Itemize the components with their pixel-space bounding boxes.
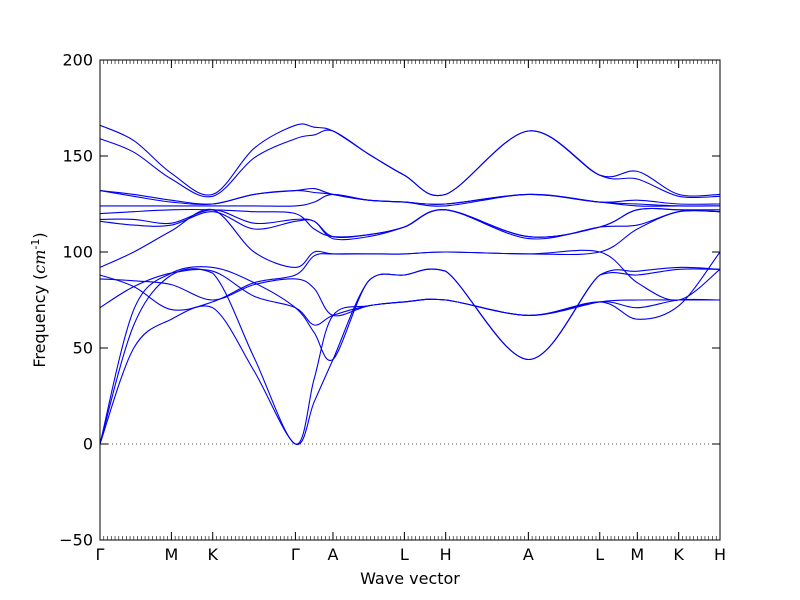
band-line-15 bbox=[99, 123, 721, 197]
y-axis-unit-math: cm bbox=[30, 250, 49, 274]
band-lines bbox=[99, 123, 721, 445]
y-axis-unit-open: ( bbox=[30, 274, 49, 280]
y-axis: −50 0 50 100 150 200 bbox=[59, 51, 720, 550]
x-tick-label: A bbox=[523, 545, 534, 564]
y-tick-label: 0 bbox=[83, 435, 93, 454]
x-tick-label: Γ bbox=[291, 545, 300, 564]
band-line-8 bbox=[99, 209, 721, 241]
band-line-3 bbox=[99, 266, 721, 445]
y-axis-title: Frequency (cm-1) bbox=[29, 232, 50, 367]
x-tick-label: M bbox=[164, 545, 178, 564]
y-tick-label: −50 bbox=[59, 531, 93, 550]
x-tick-label: L bbox=[595, 545, 604, 564]
x-tick-label: K bbox=[673, 545, 684, 564]
plot-frame bbox=[99, 59, 721, 541]
x-axis-title: Wave vector bbox=[360, 569, 460, 588]
band-line-5 bbox=[99, 278, 720, 317]
x-tick-label: H bbox=[440, 545, 452, 564]
band-line-10 bbox=[99, 207, 721, 238]
y-axis-unit-close: ) bbox=[30, 232, 49, 238]
band-line-4 bbox=[99, 268, 721, 326]
y-axis-unit-exp: -1 bbox=[29, 239, 42, 250]
y-tick-label: 100 bbox=[62, 243, 93, 262]
y-tick-label: 150 bbox=[62, 147, 93, 166]
y-tick-label: 200 bbox=[62, 51, 93, 70]
x-tick-label: H bbox=[714, 545, 726, 564]
plot-area bbox=[99, 59, 721, 541]
x-tick-label: L bbox=[400, 545, 409, 564]
x-tick-label: Γ bbox=[96, 545, 105, 564]
band-line-13 bbox=[99, 187, 721, 207]
x-tick-label: K bbox=[207, 545, 218, 564]
x-tick-label: A bbox=[327, 545, 338, 564]
y-tick-label: 50 bbox=[73, 339, 93, 358]
y-axis-title-text: Frequency bbox=[30, 285, 49, 368]
x-tick-label: M bbox=[630, 545, 644, 564]
